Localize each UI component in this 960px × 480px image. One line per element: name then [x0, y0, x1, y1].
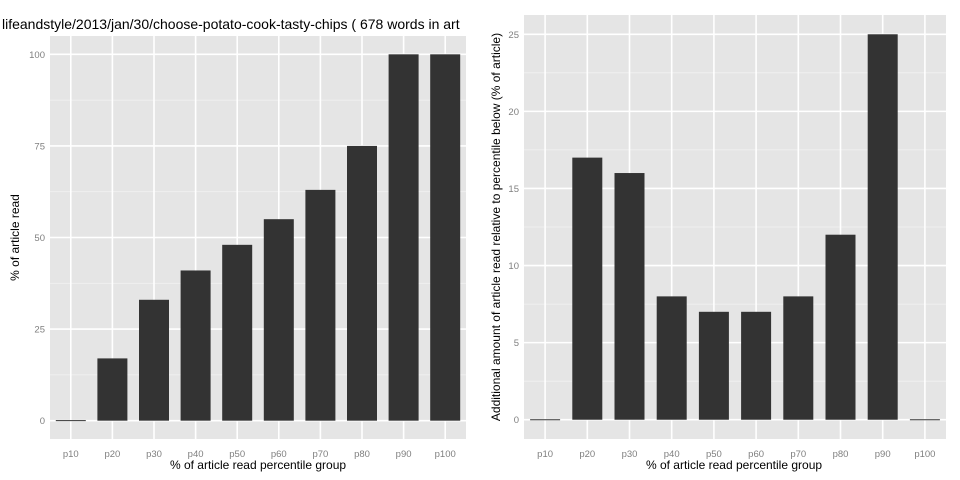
- left-x-axis-title: % of article read percentile group: [170, 458, 346, 472]
- bar-p70: [783, 296, 814, 420]
- y-tick-label: 50: [34, 233, 45, 244]
- bar-p20: [572, 157, 603, 420]
- left-y-axis-title: % of article read: [8, 194, 22, 281]
- bar-p40: [656, 296, 687, 420]
- bar-p60: [741, 311, 772, 420]
- x-tick-label: p90: [396, 449, 412, 460]
- bar-p70: [305, 189, 336, 421]
- bar-p30: [614, 173, 645, 420]
- left-bars: [55, 54, 461, 422]
- y-tick-label: 5: [514, 338, 519, 349]
- bar-p90: [388, 54, 419, 421]
- x-tick-label: p40: [664, 449, 680, 460]
- left-x-tick-labels: p10 p20 p30 p40 p50 p60 p70 p80 p90 p100: [63, 449, 456, 460]
- right-x-tick-labels: p10 p20 p30 p40 p50 p60 p70 p80 p90 p100: [537, 449, 935, 460]
- bar-p80: [347, 145, 377, 421]
- right-y-tick-labels: 0 5 10 15 20 25: [508, 30, 519, 426]
- bar-p60: [263, 219, 294, 421]
- y-tick-label: 20: [508, 107, 519, 118]
- x-tick-label: p80: [833, 449, 849, 460]
- bar-p30: [139, 299, 169, 421]
- x-tick-label: p10: [537, 449, 553, 460]
- y-tick-label: 100: [29, 50, 45, 61]
- bar-p90: [867, 34, 898, 420]
- left-y-tick-labels: 0 25 50 75 100: [29, 50, 45, 427]
- bar-p50: [222, 244, 253, 421]
- x-tick-label: p30: [622, 449, 638, 460]
- x-tick-label: p60: [271, 449, 287, 460]
- y-tick-label: 0: [514, 415, 519, 426]
- x-tick-label: p90: [875, 449, 891, 460]
- x-tick-label: p30: [146, 449, 162, 460]
- x-tick-label: p80: [354, 449, 370, 460]
- left-chart: lifeandstyle/2013/jan/30/choose-potato-c…: [2, 16, 466, 472]
- y-tick-label: 10: [508, 261, 519, 272]
- y-tick-label: 25: [34, 325, 45, 336]
- left-chart-title: lifeandstyle/2013/jan/30/choose-potato-c…: [2, 16, 460, 32]
- bar-p40: [180, 270, 211, 421]
- x-tick-label: p10: [63, 449, 79, 460]
- bar-p20: [97, 358, 128, 421]
- x-tick-label: p100: [435, 449, 456, 460]
- bar-p100: [430, 54, 461, 421]
- right-y-axis-title: Additional amount of article read relati…: [489, 33, 503, 421]
- x-tick-label: p70: [790, 449, 806, 460]
- x-tick-label: p50: [229, 449, 245, 460]
- bar-p80: [825, 234, 856, 420]
- y-tick-label: 0: [40, 416, 45, 427]
- y-tick-label: 15: [508, 184, 519, 195]
- x-tick-label: p70: [312, 449, 328, 460]
- x-tick-label: p40: [188, 449, 204, 460]
- right-x-axis-title: % of article read percentile group: [646, 458, 822, 472]
- x-tick-label: p20: [579, 449, 595, 460]
- y-tick-label: 25: [508, 30, 519, 41]
- x-tick-label: p20: [104, 449, 120, 460]
- x-tick-label: p50: [706, 449, 722, 460]
- x-tick-label: p60: [748, 449, 764, 460]
- bar-p50: [698, 311, 729, 420]
- y-tick-label: 75: [34, 141, 45, 152]
- right-bars: [530, 34, 940, 421]
- x-tick-label: p100: [914, 449, 935, 460]
